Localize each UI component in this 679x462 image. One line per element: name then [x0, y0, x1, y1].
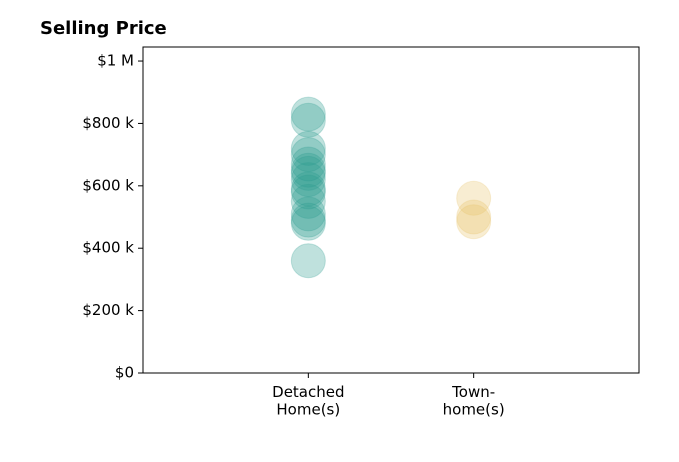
point: [290, 183, 326, 219]
point: [290, 152, 326, 188]
point: [290, 96, 326, 132]
point: [456, 180, 492, 216]
point: [456, 199, 492, 235]
y-tick-label: $1 M: [97, 52, 134, 70]
point: [456, 204, 492, 240]
point: [290, 205, 326, 241]
point: [290, 196, 326, 232]
point: [290, 162, 326, 198]
point: [290, 202, 326, 238]
plot-frame: [142, 46, 640, 374]
point: [290, 130, 326, 166]
point: [290, 146, 326, 182]
y-tick-label: $200 k: [82, 301, 134, 319]
y-tick-label: $400 k: [82, 239, 134, 257]
y-tick-label: $800 k: [82, 114, 134, 132]
x-tick-label: Town-home(s): [443, 383, 505, 418]
point: [290, 243, 326, 279]
point: [290, 102, 326, 138]
point: [290, 155, 326, 191]
y-tick-label: $0: [115, 364, 134, 382]
chart-title: Selling Price: [40, 18, 167, 39]
point: [290, 171, 326, 207]
point: [290, 137, 326, 173]
x-tick-label: Detached Home(s): [272, 383, 344, 418]
y-tick-label: $600 k: [82, 176, 134, 194]
point: [290, 174, 326, 210]
